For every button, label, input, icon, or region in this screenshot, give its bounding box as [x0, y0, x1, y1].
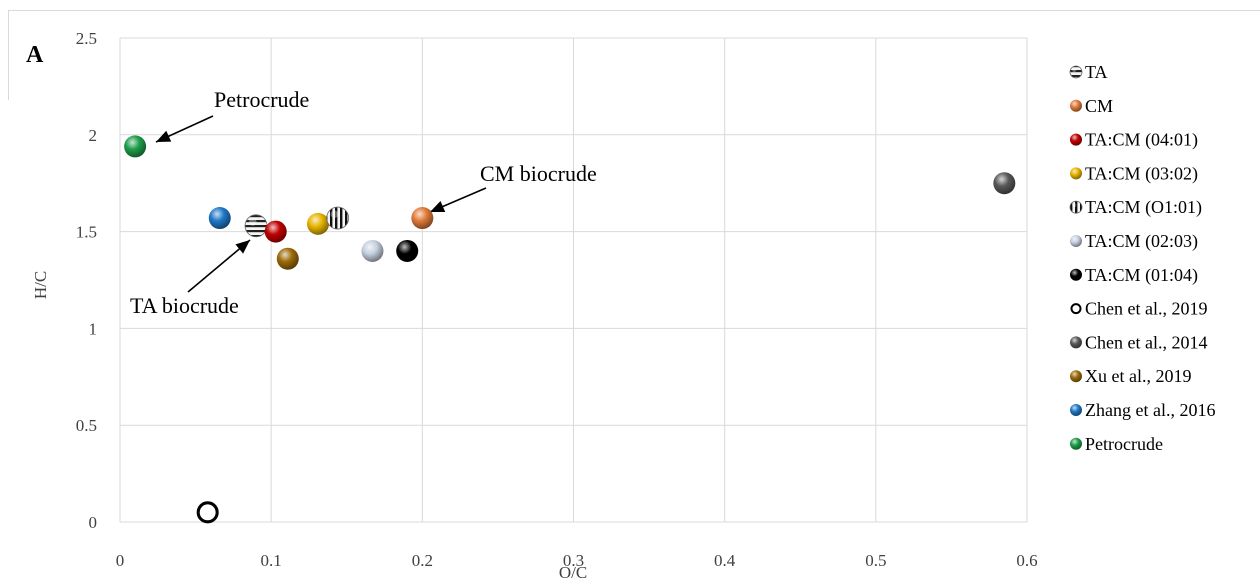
legend-item: Chen et al., 2019: [1070, 299, 1207, 319]
annotation-arrowhead: [156, 130, 172, 142]
legend-item: TA: [1069, 62, 1108, 82]
data-point: [276, 247, 299, 270]
legend-label: TA:CM (04:01): [1085, 130, 1198, 151]
legend-label: Xu et al., 2019: [1085, 366, 1191, 386]
data-point: [993, 172, 1016, 195]
y-axis-title: H/C: [31, 271, 50, 299]
data-point: [307, 212, 330, 235]
legend-item: TA:CM (02:03): [1070, 231, 1198, 252]
legend-item: TA:CM (01:04): [1070, 265, 1198, 286]
legend-label: CM: [1085, 96, 1113, 116]
legend-item: Chen et al., 2014: [1070, 332, 1207, 352]
legend-label: Chen et al., 2019: [1085, 299, 1207, 319]
legend-item: TA:CM (03:02): [1070, 163, 1198, 184]
legend-item: TA:CM (04:01): [1070, 130, 1198, 151]
annotations: Petrocrude CM biocrude TA biocrude: [130, 87, 597, 318]
y-tick-label: 1: [89, 319, 98, 338]
x-axis-title: O/C: [559, 563, 587, 578]
legend-marker: [1070, 336, 1082, 349]
data-point: [264, 220, 287, 243]
x-tick-label: 0.5: [865, 551, 886, 570]
legend-label: TA:CM (03:02): [1085, 163, 1198, 184]
legend-item: CM: [1070, 96, 1113, 116]
x-tick-label: 0.2: [412, 551, 433, 570]
legend-label: Zhang et al., 2016: [1085, 400, 1215, 420]
data-point: [361, 239, 384, 262]
annotation-label: Petrocrude: [214, 87, 309, 112]
legend-item: TA:CM (O1:01): [1069, 197, 1202, 218]
data-point: [196, 501, 219, 524]
x-tick-label: 0.3: [563, 551, 584, 570]
data-point: [208, 207, 231, 230]
x-tick-label: 0.4: [714, 551, 736, 570]
legend-marker: [1070, 370, 1082, 383]
y-tick-label: 0: [89, 513, 98, 532]
legend-marker: [1070, 167, 1082, 180]
x-tick-label: 0: [116, 551, 125, 570]
data-points: [124, 135, 1016, 524]
legend-marker: [1070, 404, 1082, 416]
y-tick-label: 0.5: [76, 416, 97, 435]
legend-label: Petrocrude: [1085, 434, 1163, 454]
legend-item: Zhang et al., 2016: [1070, 400, 1215, 420]
y-tick-labels: 0 0.5 1 1.5 2 2.5: [76, 29, 97, 532]
annotation-arrowhead: [235, 240, 250, 254]
legend-marker: [1070, 437, 1082, 450]
data-point: [411, 207, 434, 230]
legend-item: Xu et al., 2019: [1070, 366, 1191, 386]
annotation-label: CM biocrude: [480, 161, 597, 186]
annotation-label: TA biocrude: [130, 293, 239, 318]
x-tick-label: 0.1: [261, 551, 282, 570]
legend-marker: [1069, 200, 1083, 214]
annotation-arrowhead: [430, 200, 446, 212]
panel-label: A: [26, 42, 44, 68]
x-tick-label: 0.6: [1016, 551, 1037, 570]
legend-marker: [1070, 268, 1082, 281]
y-tick-label: 1.5: [76, 223, 97, 242]
legend-marker: [1070, 235, 1082, 247]
legend-label: Chen et al., 2014: [1085, 332, 1207, 352]
data-point: [124, 135, 147, 158]
data-point: [244, 214, 268, 238]
legend-label: TA:CM (02:03): [1085, 231, 1198, 252]
legend-label: TA:CM (01:04): [1085, 265, 1198, 286]
legend-marker: [1069, 65, 1083, 79]
y-tick-label: 2: [89, 126, 98, 145]
legend: TA CM TA:CM (04:01) TA:CM (03:02) TA:CM (O1:…: [1069, 62, 1215, 454]
legend-item: Petrocrude: [1070, 434, 1163, 454]
legend-marker: [1070, 133, 1082, 146]
data-point: [396, 239, 419, 262]
grid: [119, 37, 1028, 523]
y-tick-label: 2.5: [76, 29, 97, 48]
legend-marker: [1070, 303, 1082, 315]
frame-gap: [0, 100, 10, 578]
data-point: [326, 206, 350, 230]
legend-marker: [1070, 99, 1082, 112]
legend-label: TA:CM (O1:01): [1085, 197, 1202, 218]
legend-label: TA: [1085, 62, 1108, 82]
x-tick-labels: 0 0.1 0.2 0.3 0.4 0.5 0.6: [116, 551, 1038, 570]
